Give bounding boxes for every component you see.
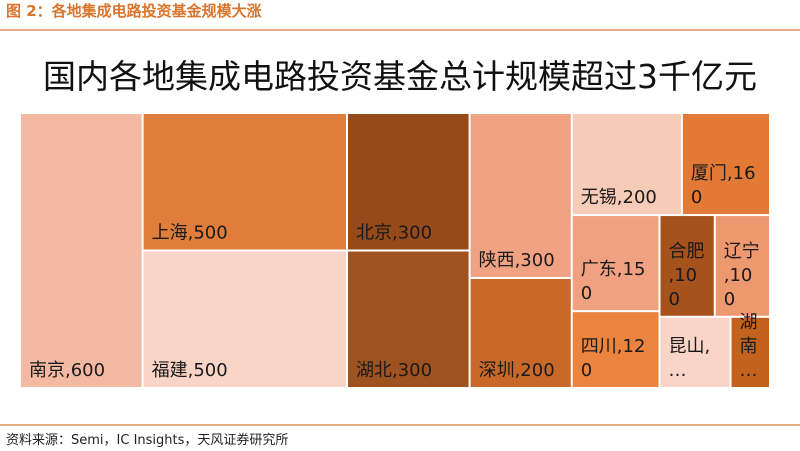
tile-label-line: 0: [691, 187, 702, 208]
tile-label: 厦门,16 0: [691, 163, 756, 208]
tile-label-line: 上海,500: [152, 223, 228, 244]
tile-label: 湖北,300: [356, 360, 432, 381]
tile-label-line: …: [669, 360, 687, 381]
tile-label: 无锡,200: [581, 187, 657, 208]
tile-label-line: 北京,300: [356, 223, 432, 244]
tile-label: 北京,300: [356, 223, 432, 244]
chart-title: 国内各地集成电路投资基金总计规模超过3千亿元: [43, 57, 757, 96]
tile-label-line: 无锡,200: [581, 187, 657, 208]
tile-label: 陕西,300: [479, 250, 555, 271]
tile-label-line: 昆山,: [669, 336, 711, 357]
tile-label-line: 0: [581, 360, 592, 381]
tile: [572, 312, 659, 387]
tile: [143, 114, 346, 250]
tile-label-line: 陕西,300: [479, 250, 555, 271]
tile: [731, 317, 769, 387]
tile: [143, 251, 346, 387]
tile-label-line: 南: [740, 336, 758, 357]
tile: [715, 216, 769, 316]
tile-label-line: 福建,500: [152, 360, 228, 381]
tile-label: 上海,500: [152, 223, 228, 244]
tile-label-line: 合肥: [669, 241, 705, 262]
tile-label-line: 0: [581, 283, 592, 304]
tile-label-line: 湖北,300: [356, 360, 432, 381]
tile-label: 深圳,200: [479, 360, 555, 381]
tile: [347, 251, 469, 387]
tile-label: 四川,12 0: [581, 336, 646, 381]
tile-label-line: 四川,12: [581, 336, 646, 357]
tile-label-line: 广东,15: [581, 259, 646, 280]
tile: [660, 317, 730, 387]
tile: [470, 114, 571, 277]
tile-label-line: 厦门,16: [691, 163, 756, 184]
tile-label-line: 南京,600: [29, 360, 105, 381]
tile-label-line: 0: [669, 289, 680, 310]
tile-label: 昆山, …: [669, 336, 711, 381]
tile: [470, 279, 571, 387]
tile-label: 合肥 ,10 0: [669, 241, 705, 310]
tile-label-line: ,10: [724, 265, 753, 286]
tile-label-line: 辽宁: [724, 241, 760, 262]
tile: [572, 216, 659, 311]
tile: [572, 114, 681, 215]
tile: [682, 114, 769, 215]
tile-label: 辽宁 ,10 0: [724, 241, 760, 310]
tile-label: 南京,600: [29, 360, 105, 381]
figure-caption: 图 2：各地集成电路投资基金规模大涨: [6, 2, 262, 20]
tile-label: 湖南 …: [740, 312, 758, 381]
tile-label-line: …: [740, 360, 758, 381]
tile-label-line: 湖: [740, 312, 758, 333]
tile-label: 广东,15 0: [581, 259, 646, 304]
tile: [21, 114, 142, 387]
tile: [660, 216, 714, 316]
tile-label-line: ,10: [669, 265, 698, 286]
source-note: 资料来源：Semi，IC Insights，天风证券研究所: [6, 432, 288, 448]
tile: [347, 114, 469, 250]
tile-label: 福建,500: [152, 360, 228, 381]
tile-label-line: 0: [724, 289, 735, 310]
tile-label-line: 深圳,200: [479, 360, 555, 381]
